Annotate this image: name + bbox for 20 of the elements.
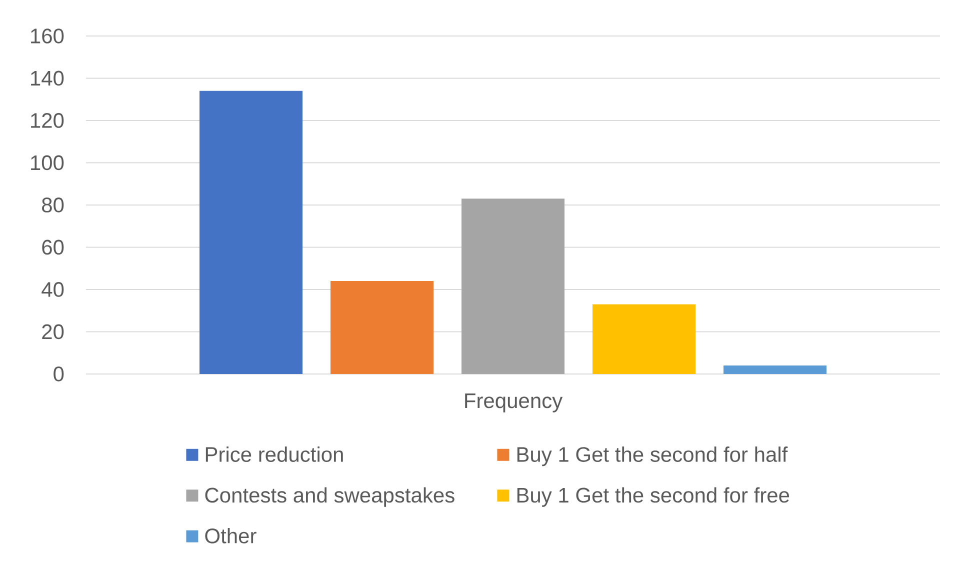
y-tick-label: 80 (42, 198, 64, 212)
bar (724, 366, 827, 374)
legend-label: Buy 1 Get the second for free (517, 487, 790, 507)
y-tick-label: 20 (42, 324, 64, 340)
x-tick-label: Frequency (465, 394, 563, 412)
y-tick-label: 0 (54, 366, 64, 382)
y-tick-label: 160 (31, 28, 64, 44)
legend-label: Other (205, 528, 256, 544)
legend-label: Buy 1 Get the second for half (517, 446, 788, 466)
y-tick-label: 120 (31, 113, 64, 128)
legend-label: Price reduction (206, 446, 343, 462)
bar (200, 90, 303, 374)
legend-label: Contests and sweapstakes (205, 487, 454, 507)
bar (330, 281, 434, 374)
y-tick-label: 40 (42, 282, 64, 297)
bar (462, 198, 565, 374)
y-tick-label: 140 (31, 70, 64, 86)
y-tick-label: 60 (42, 240, 64, 255)
y-tick-label: 100 (31, 155, 64, 170)
bar (592, 304, 696, 374)
